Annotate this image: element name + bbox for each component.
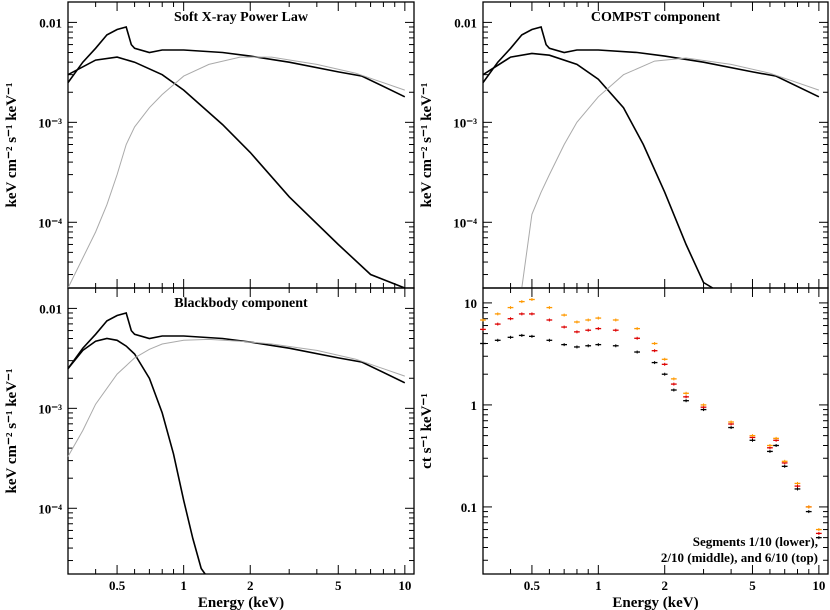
y-tick-label: 0.01 xyxy=(39,15,62,30)
panel-top-right: 10⁻⁴ 10⁻³ 0.01 keV cm⁻² s⁻¹ keV⁻¹ COMPST com… xyxy=(419,1,829,289)
y-axis-label: ct s⁻¹ keV⁻¹ xyxy=(419,393,435,469)
y-tick-label: 10⁻³ xyxy=(38,115,62,130)
x-tick-label: 1 xyxy=(595,578,602,593)
plot-frame xyxy=(67,1,415,289)
series-line-component-1 xyxy=(67,337,206,575)
y-axis-label: keV cm⁻² s⁻¹ keV⁻¹ xyxy=(419,83,435,208)
annotation-line: Segments 1/10 (lower), xyxy=(693,534,818,549)
series-line-component-2 xyxy=(67,56,405,289)
series-line-component-1 xyxy=(482,52,714,289)
y-tick-label: 10⁻⁴ xyxy=(453,215,477,230)
x-tick-label: 2 xyxy=(661,578,668,593)
y-tick-label: 1 xyxy=(471,398,478,413)
y-tick-label: 0.01 xyxy=(454,15,477,30)
y-tick-label: 10 xyxy=(464,296,477,311)
y-tick-label: 0.01 xyxy=(39,301,62,316)
panel-bottom-right: 0.5 1 2 5 10 0.1 1 10 Energy (keV) ct s⁻¹ keV⁻¹ Se… xyxy=(419,287,829,610)
plot-frame xyxy=(482,287,829,575)
y-tick-label: 10⁻⁴ xyxy=(38,215,62,230)
panel-title: Soft X-ray Power Law xyxy=(174,10,309,25)
x-tick-label: 10 xyxy=(398,578,411,593)
y-tick-label: 10⁻⁴ xyxy=(38,501,62,516)
panel-title: COMPST component xyxy=(591,10,721,25)
series-line-component-1 xyxy=(67,56,406,289)
series-line-total-0 xyxy=(482,26,820,98)
panel-bottom-left: 0.5 1 2 5 10 10⁻⁴ 10⁻³ 0.01 Energy (keV) keV cm⁻²… xyxy=(4,287,415,610)
y-tick-label: 10⁻³ xyxy=(453,115,477,130)
plot-frame xyxy=(482,1,829,289)
y-tick-label: 10⁻³ xyxy=(38,401,62,416)
y-axis-label: keV cm⁻² s⁻¹ keV⁻¹ xyxy=(4,369,20,494)
panel-top-left: 10⁻⁴ 10⁻³ 0.01 keV cm⁻² s⁻¹ keV⁻¹ Soft X-ray… xyxy=(4,1,415,289)
series-line-total-0 xyxy=(67,312,406,384)
x-tick-label: 5 xyxy=(749,578,756,593)
series-line-component-2 xyxy=(521,57,820,289)
x-tick-label: 0.5 xyxy=(109,578,126,593)
x-tick-label: 2 xyxy=(247,578,254,593)
series-line-total-0 xyxy=(67,26,406,98)
y-axis-label: keV cm⁻² s⁻¹ keV⁻¹ xyxy=(4,83,20,208)
x-tick-label: 0.5 xyxy=(524,578,541,593)
x-axis-label: Energy (keV) xyxy=(612,595,698,610)
panel-title: Blackbody component xyxy=(174,296,308,311)
annotation-line: 2/10 (middle), and 6/10 (top) xyxy=(661,550,818,565)
plot-frame xyxy=(67,287,415,575)
x-tick-label: 5 xyxy=(335,578,342,593)
series-line-component-2 xyxy=(67,338,405,457)
x-tick-label: 1 xyxy=(180,578,187,593)
x-axis-label: Energy (keV) xyxy=(198,595,284,610)
x-tick-label: 10 xyxy=(812,578,825,593)
y-tick-label: 0.1 xyxy=(461,500,477,515)
